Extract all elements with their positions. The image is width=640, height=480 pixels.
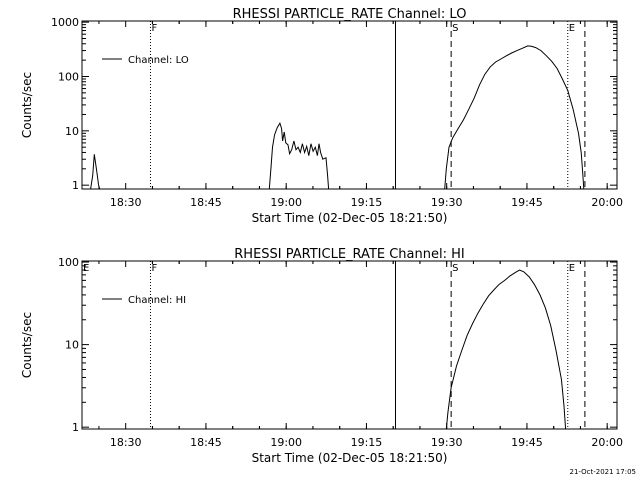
x-tick-label: 18:30 <box>110 196 142 209</box>
x-tick-label: 19:30 <box>431 196 463 209</box>
plot-frame <box>81 260 618 430</box>
x-tick-label: 18:45 <box>190 196 222 209</box>
x-tick-label: 18:45 <box>190 436 222 449</box>
y-tick-label: 100 <box>58 70 79 83</box>
marker-label: F <box>151 23 157 34</box>
chart-title: RHESSI PARTICLE_RATE Channel: HI <box>234 247 464 262</box>
x-axis-label: Start Time (02-Dec-05 18:21:50) <box>252 211 448 225</box>
x-tick-label: 19:15 <box>351 196 383 209</box>
panel-hi-channel: RHESSI PARTICLE_RATE Channel: HI E F S E 18:3… <box>20 247 623 465</box>
data-series-line <box>445 269 567 430</box>
marker-label: S <box>452 23 458 34</box>
x-axis-label: Start Time (02-Dec-05 18:21:50) <box>252 451 448 465</box>
generation-timestamp: 21-Oct-2021 17:05 <box>570 468 636 476</box>
marker-label: E <box>83 263 89 274</box>
y-tick-label: 10 <box>65 339 79 352</box>
x-tick-label: 18:30 <box>110 436 142 449</box>
x-tick-label: 20:00 <box>591 196 623 209</box>
x-tick-label: 19:00 <box>270 196 302 209</box>
x-tick-label: 19:00 <box>270 436 302 449</box>
y-tick-label: 100 <box>58 256 79 269</box>
y-tick-label: 1000 <box>51 16 79 29</box>
panel-lo-channel: RHESSI PARTICLE_RATE Channel: LO F S E 18:30… <box>20 7 623 225</box>
marker-label: E <box>569 23 575 34</box>
marker-label: E <box>569 263 575 274</box>
plot-frame <box>81 20 618 190</box>
data-series-line <box>444 45 585 190</box>
x-tick-label: 19:15 <box>351 436 383 449</box>
data-series-line <box>268 121 330 190</box>
x-tick-label: 19:30 <box>431 436 463 449</box>
x-tick-label: 19:45 <box>511 196 543 209</box>
data-series-line <box>90 154 101 190</box>
y-axis-label: Counts/sec <box>20 72 34 138</box>
x-tick-label: 19:45 <box>511 436 543 449</box>
chart-title: RHESSI PARTICLE_RATE Channel: LO <box>233 7 467 22</box>
legend-entry: Channel: LO <box>128 55 189 66</box>
y-tick-label: 10 <box>65 125 79 138</box>
y-axis-label: Counts/sec <box>20 312 34 378</box>
marker-label: F <box>151 263 157 274</box>
x-tick-label: 20:00 <box>591 436 623 449</box>
legend-entry: Channel: HI <box>128 295 186 306</box>
marker-label: S <box>452 263 458 274</box>
y-tick-label: 1 <box>72 421 79 434</box>
y-tick-label: 1 <box>72 179 79 192</box>
